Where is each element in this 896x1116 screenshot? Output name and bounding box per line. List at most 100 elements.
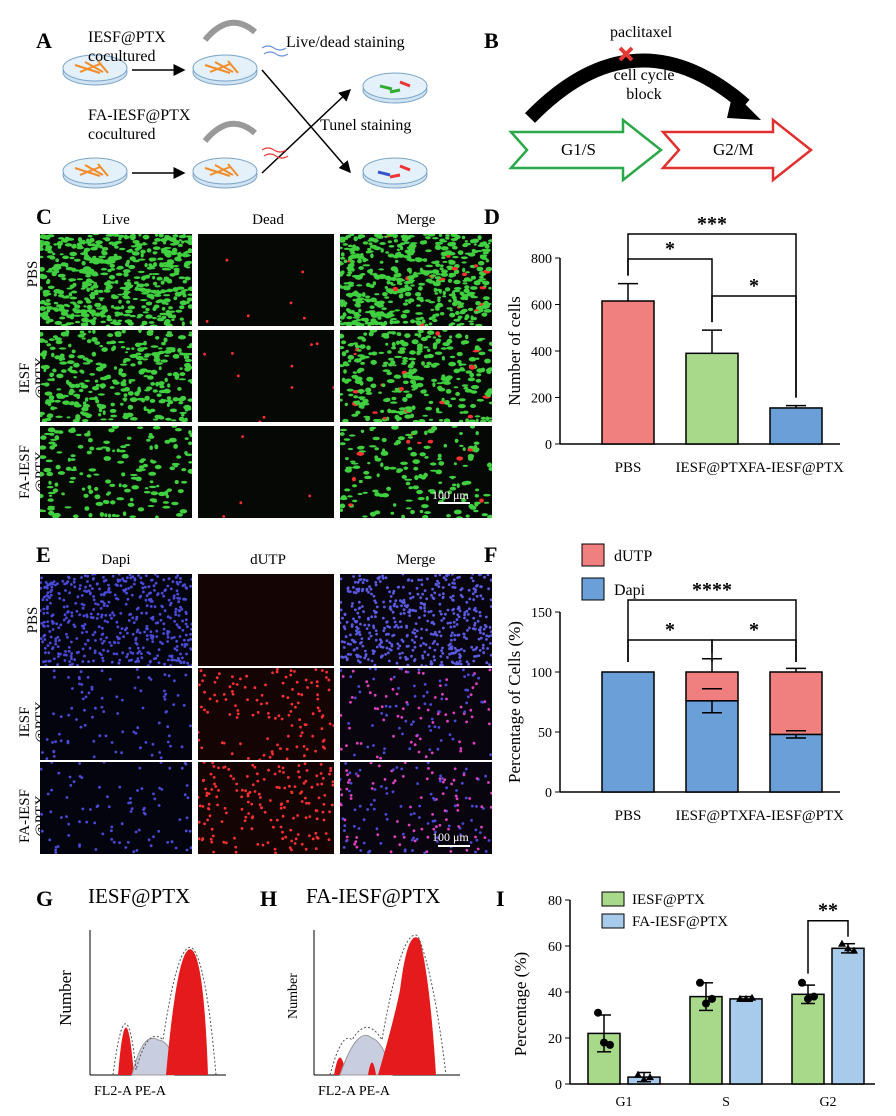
legend-swatch	[581, 543, 605, 567]
micrograph-tile	[340, 668, 492, 760]
g1s-arrow	[508, 117, 664, 183]
micrograph-tile	[198, 574, 334, 666]
significance-bracket	[627, 639, 713, 662]
panel-label-h: H	[260, 886, 278, 911]
data-point	[702, 999, 710, 1008]
significance-bracket	[627, 233, 797, 398]
legend-swatch	[601, 891, 625, 907]
significance-bracket	[807, 919, 849, 974]
micrograph-tile	[198, 668, 334, 760]
x-tick-label: PBS	[615, 460, 642, 476]
y-tick-label: 100	[531, 666, 552, 681]
dish-icon	[192, 157, 258, 189]
significance-label: **	[818, 900, 838, 922]
col-title-dead: Dead	[252, 212, 284, 228]
significance-bracket	[627, 599, 797, 662]
bar	[685, 352, 739, 445]
micrograph-tile	[340, 234, 492, 326]
panel-label-f: F	[484, 542, 498, 567]
data-point	[646, 1073, 654, 1081]
micrograph-tile	[40, 762, 192, 854]
micrograph-tile	[40, 330, 192, 422]
col-title-live: Live	[102, 212, 130, 228]
col-title-merge: Merge	[396, 212, 436, 228]
y-tick-label: 80	[548, 894, 562, 909]
micrograph-tile	[40, 426, 192, 518]
dish-icon	[362, 157, 428, 189]
data-point	[838, 939, 846, 947]
y-tick-label: 40	[548, 986, 562, 1001]
legend-label: dUTP	[614, 548, 652, 565]
data-point	[640, 1075, 648, 1083]
significance-bracket	[711, 639, 797, 662]
y-tick-label: 150	[531, 606, 552, 621]
y-tick-label: 60	[548, 940, 562, 955]
group-iesf-ptx-label: IESF@PTX cocultured	[88, 29, 166, 65]
panel-label-g: G	[36, 886, 54, 911]
tunel-staining-label: Tunel staining	[320, 117, 412, 134]
paclitaxel-label: paclitaxel	[610, 24, 673, 41]
g2m-label: G2/M	[713, 140, 754, 159]
significance-label: *	[749, 275, 759, 297]
legend-label: Dapi	[614, 582, 646, 599]
panel-label-a: A	[36, 28, 52, 53]
bar	[831, 947, 865, 1085]
panel-g-histogram	[89, 930, 226, 1076]
data-point	[804, 994, 812, 1003]
significance-label: *	[749, 619, 759, 641]
scale-bar-label: 100 μm	[432, 488, 469, 502]
bar-dutp	[769, 671, 823, 736]
col-title-dapi: Dapi	[101, 552, 131, 568]
panel-label-i: I	[496, 886, 505, 911]
data-point	[742, 994, 750, 1002]
bar	[689, 995, 723, 1085]
y-axis-title: Percentage (%)	[511, 952, 530, 1056]
data-point	[736, 994, 744, 1002]
data-point	[634, 1070, 642, 1078]
live-dead-staining-label: Live/dead staining	[286, 34, 405, 51]
x-tick-label: IESF@PTX	[676, 808, 749, 824]
significance-label: *	[665, 619, 675, 641]
legend-swatch	[601, 913, 625, 929]
row-label-pbs: PBS	[25, 260, 41, 288]
panel-g-ylabel: Number	[56, 970, 75, 1026]
panel-h-ylabel: Number	[286, 973, 301, 1019]
data-point	[606, 1040, 614, 1049]
g1s-label: G1/S	[561, 140, 596, 159]
micrograph-tile	[198, 762, 334, 854]
panel-h-histogram	[313, 930, 460, 1076]
bar-dapi	[601, 671, 655, 793]
significance-label: *	[665, 238, 675, 260]
data-point	[594, 1008, 602, 1017]
col-title-merge-e: Merge	[396, 552, 436, 568]
panel-d-bar-chart: 0 200 400 600 800 Number of cells PBS IESF@PTX F…	[505, 214, 844, 476]
data-point	[748, 993, 756, 1001]
panel-label-c: C	[36, 204, 52, 229]
x-tick-label: PBS	[615, 808, 642, 824]
x-tick-label: S	[722, 1095, 730, 1110]
legend-label: IESF@PTX	[632, 892, 705, 908]
data-point	[696, 978, 704, 987]
bar-dapi	[685, 700, 739, 793]
y-tick-label: 800	[531, 252, 552, 267]
micrograph-tile	[198, 234, 334, 326]
y-tick-label: 400	[531, 345, 552, 360]
micrograph-tile	[198, 330, 334, 422]
data-point	[844, 944, 852, 952]
micrograph-tile	[340, 762, 492, 854]
micrograph-tile	[40, 574, 192, 666]
y-tick-label: 0	[545, 786, 552, 801]
x-tick-label: FA-IESF@PTX	[748, 808, 844, 824]
panel-a-schematic	[62, 19, 428, 189]
data-point	[708, 994, 716, 1003]
dish-icon	[62, 54, 128, 86]
data-point	[810, 992, 818, 1001]
y-tick-label: 0	[555, 1078, 562, 1093]
micrograph-tile	[40, 668, 192, 760]
y-tick-label: 0	[545, 438, 552, 453]
legend-swatch	[581, 577, 605, 601]
x-tick-label: G1	[615, 1095, 632, 1110]
panel-b-cell-cycle	[508, 46, 814, 183]
micrograph-tile	[40, 234, 192, 326]
bar	[791, 993, 825, 1085]
